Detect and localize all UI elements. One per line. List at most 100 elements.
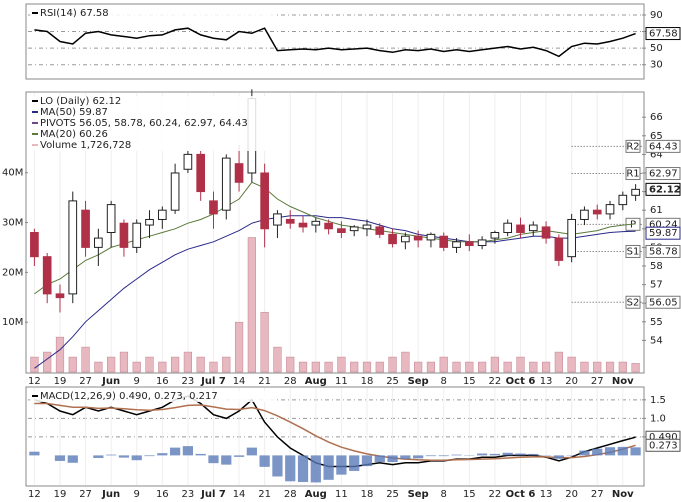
volume-bar [68, 356, 77, 373]
histogram-bar [592, 448, 603, 456]
series-line [34, 395, 636, 468]
x-tick-label: 25 [386, 376, 399, 387]
candle-body [106, 204, 116, 234]
y-tick-label: 90 [650, 10, 663, 21]
y-tick-label: 50 [650, 43, 663, 54]
candle-body [618, 194, 628, 206]
candle-body [42, 256, 52, 295]
volume-bar [452, 361, 461, 373]
volume-bar [234, 321, 244, 373]
candle-body [30, 232, 39, 258]
histogram-bar [310, 455, 321, 483]
candle-body [388, 233, 397, 245]
histogram-bar [323, 455, 334, 480]
legend-box [30, 140, 275, 151]
histogram-bar [208, 455, 219, 464]
x-tick-label: 19 [54, 489, 67, 500]
volume-bar [605, 361, 615, 373]
histogram-bar [272, 455, 283, 477]
x-tick-label: 9 [134, 376, 140, 387]
histogram-bar [489, 453, 501, 456]
histogram-bar [29, 451, 40, 456]
histogram-bar [131, 455, 142, 461]
legend-box [30, 8, 275, 19]
candle-body [311, 220, 321, 226]
candle-body [324, 222, 333, 230]
candle-body [55, 293, 65, 299]
x-tick-label: Oct 6 [506, 376, 536, 387]
candle-body [285, 218, 295, 224]
series-line [34, 402, 636, 461]
volume-bar [119, 351, 129, 373]
histogram-bar [221, 455, 232, 465]
histogram-bar [451, 454, 462, 456]
x-tick-label: 8 [441, 489, 447, 500]
volume-bar [43, 351, 52, 373]
candle-body [567, 218, 576, 258]
x-tick-label: 22 [489, 489, 502, 500]
y-tick-label: 30 [650, 60, 663, 71]
x-tick-label: 19 [54, 376, 67, 387]
pivot-value-box [645, 295, 681, 309]
ma-value-box [645, 226, 681, 240]
y-tick-label: 1.0 [650, 413, 666, 424]
histogram-bar [349, 455, 360, 471]
legend-box [30, 118, 275, 129]
pivot-value-box [645, 139, 681, 153]
candle-body [234, 163, 244, 183]
pivot-value: 60.24 [649, 219, 678, 230]
x-tick-label: 12 [28, 376, 41, 387]
x-tick-label: Aug [305, 489, 327, 500]
volume-bar [439, 356, 448, 373]
histogram-bar [118, 455, 130, 458]
y-tick-label: 54 [650, 335, 663, 346]
histogram-bar [413, 455, 424, 459]
pivot-value: 62.97 [649, 169, 678, 180]
volume-bar [478, 361, 487, 373]
volume-bar [324, 361, 333, 373]
volume-bar [260, 311, 269, 373]
candle-body [413, 235, 423, 241]
volume-bar [107, 356, 116, 373]
candle-body [221, 157, 231, 211]
x-tick-label: 20 [565, 489, 578, 500]
volume-tick-label: 20M [2, 267, 23, 278]
histogram-bar [169, 447, 181, 456]
volume-bar [554, 351, 563, 373]
pivot-value: 56.05 [649, 297, 678, 308]
volume-bar [209, 361, 218, 373]
legend-box [30, 96, 275, 107]
x-tick-label: 18 [361, 376, 374, 387]
histogram-bar [604, 447, 616, 456]
volume-bar [541, 361, 551, 373]
histogram-bar [400, 455, 411, 460]
volume-bar [503, 361, 512, 373]
candle-body [452, 241, 461, 248]
volume-bar [298, 361, 308, 373]
x-tick-label: 9 [134, 489, 140, 500]
volume-bar [414, 361, 423, 373]
volume-bar [426, 361, 436, 373]
y-tick-label: 64 [650, 149, 663, 160]
candle-body [183, 153, 193, 170]
volume-bar [567, 356, 576, 373]
volume-bar [362, 361, 372, 373]
histogram-bar [182, 446, 194, 456]
histogram-bar [297, 455, 309, 483]
histogram-bar [361, 455, 373, 467]
x-tick-label: 27 [591, 376, 604, 387]
histogram-bar [157, 453, 168, 456]
candle-body [541, 226, 551, 239]
candle-body [375, 226, 385, 235]
pivot-value-box [645, 167, 681, 181]
x-tick-label: Sep [408, 376, 429, 387]
legend-text: PIVOTS 56.05, 58.78, 60.24, 62.97, 64.43 [40, 118, 248, 129]
y-tick-label: 65 [650, 131, 663, 142]
candle-body [401, 235, 410, 243]
x-tick-label: 28 [284, 489, 297, 500]
y-tick-label: 1.5 [650, 395, 666, 406]
legend-text: MA(50) 59.87 [40, 107, 108, 118]
volume-bar [593, 361, 602, 373]
volume-bar [145, 356, 154, 373]
